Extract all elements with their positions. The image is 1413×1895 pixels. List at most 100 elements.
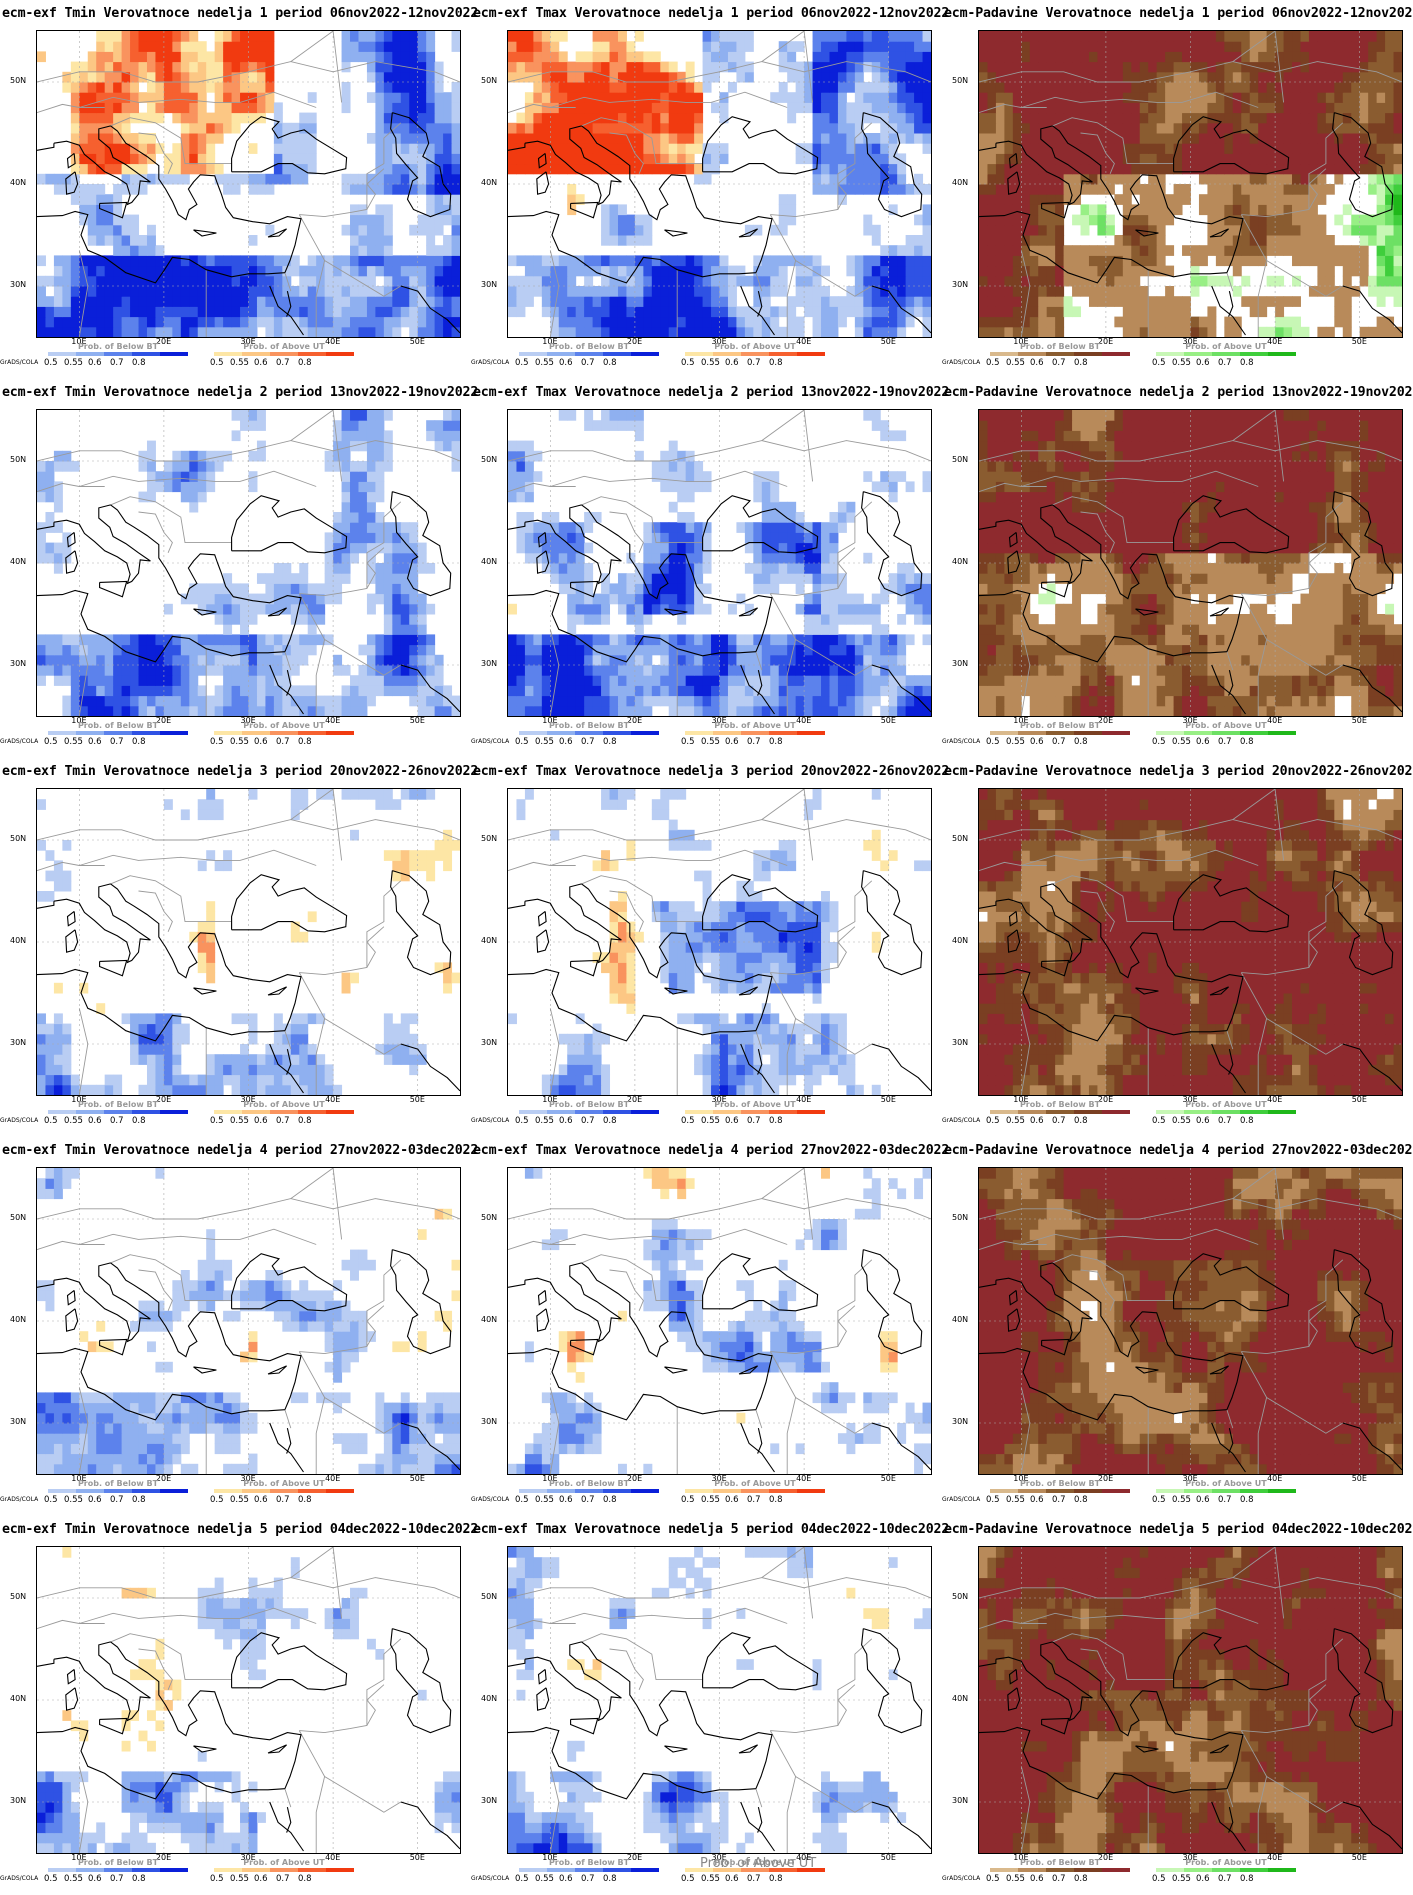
probability-cell [1292, 133, 1301, 144]
probability-cell [155, 102, 165, 114]
probability-cell [1131, 133, 1141, 144]
probability-cell [854, 665, 864, 676]
probability-cell [240, 92, 249, 103]
probability-cell [1097, 204, 1107, 216]
probability-cell [1317, 265, 1327, 277]
probability-cell [1368, 51, 1378, 63]
probability-cell [854, 153, 864, 165]
probability-cell [995, 112, 1005, 124]
probability-cell [189, 481, 199, 493]
probability-cell [1351, 153, 1361, 165]
probability-cell [146, 235, 156, 246]
probability-cell [1088, 51, 1098, 63]
probability-cell [871, 71, 881, 83]
probability-cell [905, 102, 915, 114]
probability-cell [434, 102, 444, 114]
probability-cell [1376, 71, 1386, 83]
probability-cell [1275, 153, 1285, 165]
probability-cell [426, 41, 436, 52]
probability-cell [880, 82, 890, 93]
probability-cell [1334, 122, 1344, 134]
probability-cell [567, 542, 577, 554]
probability-cell [1114, 92, 1124, 103]
probability-cell [1283, 316, 1293, 328]
probability-cell [821, 532, 830, 544]
probability-cell [248, 410, 258, 421]
probability-cell [256, 51, 266, 63]
probability-cell [1029, 275, 1039, 287]
probability-cell [240, 82, 249, 93]
probability-cell [1376, 245, 1386, 256]
probability-cell [677, 133, 687, 144]
probability-cell [1376, 224, 1386, 236]
probability-cell [744, 563, 754, 574]
probability-cell [375, 296, 385, 307]
probability-cell [1148, 102, 1158, 114]
probability-cell [383, 665, 393, 676]
probability-cell [1080, 163, 1090, 175]
probability-cell [37, 481, 46, 493]
probability-cell [383, 624, 393, 635]
legend-tick-label: 0.6 [88, 737, 102, 747]
probability-cell [660, 275, 670, 287]
probability-cell [375, 265, 385, 277]
probability-cell [1359, 133, 1369, 144]
probability-cell [316, 603, 326, 615]
probability-cell [617, 265, 627, 277]
probability-cell [451, 204, 460, 216]
probability-cell [1359, 255, 1369, 267]
probability-cell [358, 51, 368, 63]
probability-cell [273, 675, 283, 686]
probability-cell [426, 296, 436, 307]
probability-cell [634, 265, 644, 277]
probability-cell [643, 316, 653, 328]
probability-cell [634, 583, 644, 595]
probability-cell [333, 461, 343, 472]
probability-cell [53, 296, 63, 307]
probability-cell [121, 255, 131, 267]
probability-cell [1122, 92, 1132, 103]
probability-cell [214, 31, 224, 42]
probability-cell [821, 593, 830, 605]
probability-cell [727, 705, 737, 716]
probability-cell [231, 31, 241, 42]
probability-cell [846, 695, 856, 707]
probability-cell [1038, 184, 1048, 195]
probability-cell [214, 593, 224, 605]
probability-cell [905, 51, 915, 63]
probability-cell [1275, 316, 1285, 328]
probability-cell [1004, 41, 1014, 52]
probability-cell [1385, 224, 1395, 236]
probability-cell [1139, 296, 1149, 307]
probability-cell [1139, 306, 1149, 318]
probability-cell [180, 31, 190, 42]
probability-cell [1165, 71, 1175, 83]
probability-cell [1275, 214, 1285, 226]
probability-cell [417, 163, 427, 175]
probability-cell [1241, 184, 1251, 195]
probability-cell [787, 685, 797, 697]
probability-cell [651, 675, 661, 686]
probability-cell [324, 450, 334, 462]
probability-cell [567, 685, 577, 697]
probability-cell [979, 82, 988, 93]
probability-cell [617, 306, 627, 318]
probability-cell [282, 255, 292, 267]
probability-cell [871, 593, 881, 605]
probability-cell [96, 296, 106, 307]
probability-cell [643, 265, 653, 277]
probability-cell [1012, 214, 1022, 226]
probability-cell [1258, 61, 1268, 73]
probability-cell [558, 122, 568, 134]
probability-cell [409, 563, 419, 574]
probability-cell [567, 583, 577, 595]
probability-cell [567, 133, 577, 144]
probability-cell [1266, 61, 1276, 73]
probability-cell [677, 695, 687, 707]
probability-cell [87, 326, 97, 337]
probability-cell [417, 624, 427, 635]
probability-cell [1266, 41, 1276, 52]
probability-cell [812, 286, 822, 297]
probability-cell [812, 92, 822, 103]
probability-cell [524, 255, 534, 267]
